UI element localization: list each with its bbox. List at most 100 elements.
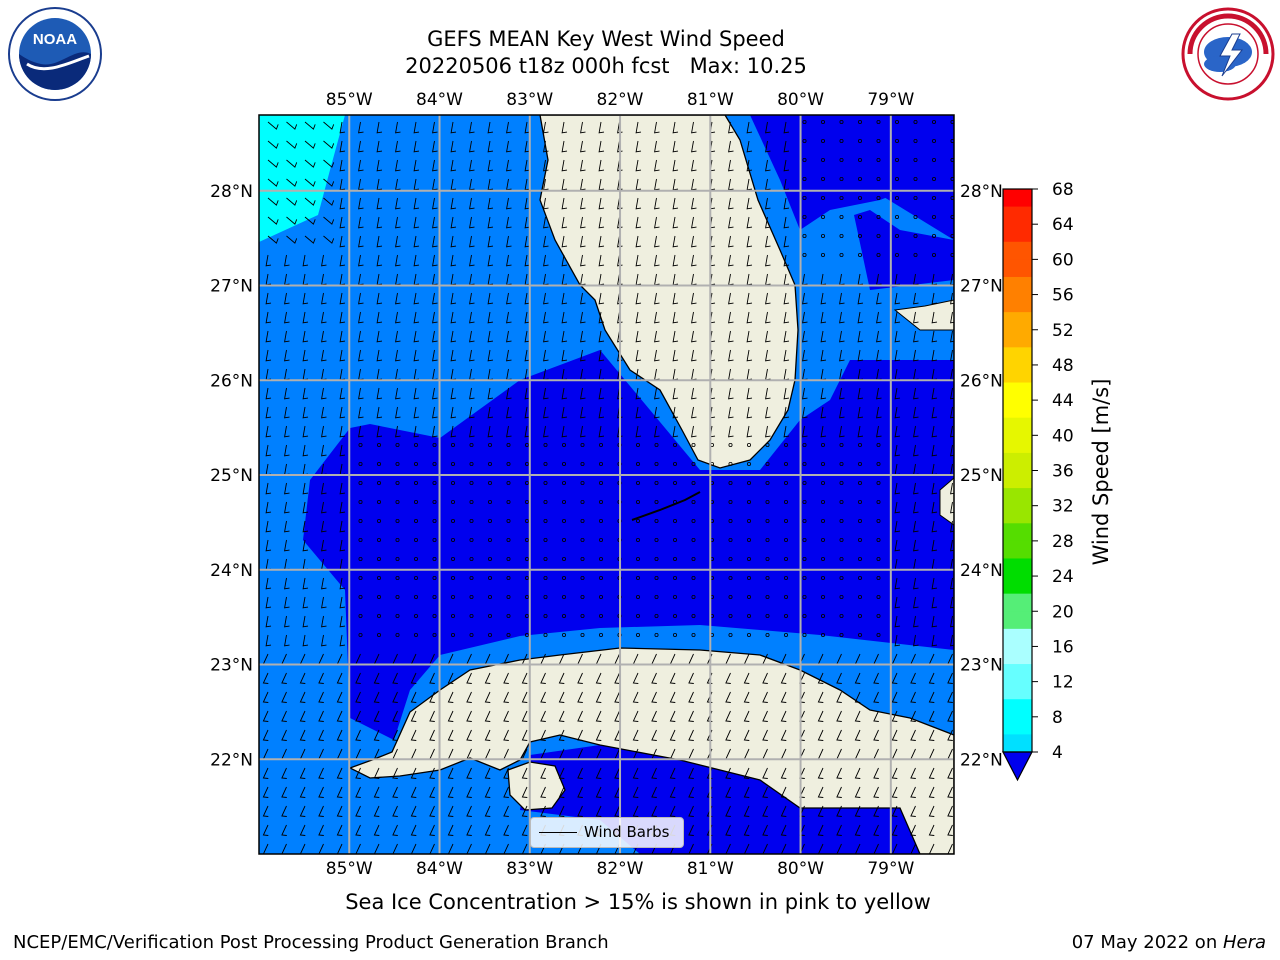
wind-barb [484, 786, 491, 798]
colorbar-tick-label: 48 [1052, 356, 1074, 376]
calm-wind-marker [450, 557, 455, 562]
wind-barb [839, 349, 845, 362]
calm-wind-marker [784, 576, 789, 581]
calm-wind-marker [839, 499, 844, 504]
wind-barb [669, 710, 676, 722]
calm-wind-marker [913, 120, 918, 125]
wind-barb [447, 729, 454, 741]
wind-barb [836, 691, 842, 703]
wind-barb [913, 615, 919, 628]
wind-barb [302, 330, 309, 343]
calm-wind-marker [913, 252, 918, 257]
calm-wind-marker [895, 138, 900, 143]
isla-juventud-land [507, 761, 566, 811]
wind-barb [580, 311, 586, 324]
wind-barb [267, 197, 279, 206]
wind-barb [635, 292, 642, 305]
calm-wind-marker [580, 538, 585, 543]
calm-wind-marker [802, 576, 807, 581]
wind-barb [817, 672, 824, 684]
wind-barb [873, 672, 879, 684]
wind-barb [857, 349, 864, 362]
wind-barb [913, 577, 919, 590]
wind-barb [358, 292, 364, 305]
wind-barb [894, 520, 901, 533]
calm-wind-marker [895, 157, 900, 162]
calm-wind-marker [784, 519, 789, 524]
calm-wind-marker [858, 120, 863, 125]
wind-barb [783, 387, 790, 400]
lat-tick-label-right: 27°N [960, 277, 1003, 297]
wind-barb [392, 843, 398, 854]
wind-barb [265, 520, 272, 533]
wind-barb [635, 330, 642, 343]
colorbar-swatch [1003, 505, 1032, 524]
calm-wind-marker [821, 442, 826, 447]
calm-wind-marker [413, 557, 418, 562]
calm-wind-marker [839, 557, 844, 562]
wind-barb [358, 330, 364, 343]
wind-barb [318, 767, 324, 779]
wind-barb [447, 691, 454, 703]
calm-wind-marker [469, 595, 474, 600]
calm-wind-marker [728, 538, 733, 543]
calm-wind-marker [450, 614, 455, 619]
wind-barb [413, 330, 420, 343]
calm-wind-marker [765, 480, 770, 485]
calm-wind-marker [765, 499, 770, 504]
calm-wind-marker [950, 177, 954, 181]
wind-barb [376, 425, 383, 438]
wind-barb [447, 824, 454, 836]
wind-barb [410, 824, 417, 836]
wind-barb [281, 691, 287, 703]
wind-barb [321, 254, 327, 267]
wind-barb [395, 140, 401, 153]
wind-barb [450, 216, 457, 229]
wind-barb [487, 406, 494, 419]
wind-barb [580, 387, 586, 400]
wind-barb [672, 387, 679, 400]
wind-barb [820, 406, 827, 419]
calm-wind-marker [821, 614, 826, 619]
calm-wind-marker [654, 461, 659, 466]
colorbar-swatch [1003, 523, 1032, 542]
calm-wind-marker [876, 633, 881, 638]
calm-wind-marker [358, 499, 363, 504]
colorbar-swatch [1003, 347, 1032, 366]
wind-barb [688, 767, 694, 779]
wind-band-0-4 [303, 350, 954, 740]
wind-barb [725, 824, 731, 836]
calm-wind-marker [839, 576, 844, 581]
wind-barb [873, 691, 879, 703]
wind-barb [413, 406, 420, 419]
calm-wind-marker [876, 442, 881, 447]
wind-barb [598, 140, 605, 153]
wind-barb [524, 235, 531, 248]
wind-barb [304, 178, 316, 187]
wind-barb [484, 691, 491, 703]
wind-barb [580, 292, 586, 305]
wind-barb [873, 805, 879, 817]
wind-barb [688, 786, 694, 798]
calm-wind-marker [599, 633, 604, 638]
wind-barb [339, 254, 346, 267]
wind-barb [820, 330, 827, 343]
wind-barb [395, 197, 401, 210]
wind-barb [506, 387, 512, 400]
wind-barb [376, 406, 383, 419]
wind-barb [540, 767, 546, 779]
calm-wind-marker [747, 499, 752, 504]
calm-wind-marker [654, 557, 659, 562]
wind-barb [894, 501, 901, 514]
wind-barb [854, 786, 861, 798]
colorbar-swatch [1003, 329, 1032, 348]
calm-wind-marker [358, 538, 363, 543]
calm-wind-marker [802, 595, 807, 600]
wind-barb [284, 520, 290, 533]
lon-tick-label-bottom: 83°W [506, 859, 553, 879]
wind-barb [323, 121, 335, 130]
wind-barb [910, 710, 916, 722]
calm-wind-marker [839, 176, 844, 181]
calm-wind-marker [858, 519, 863, 524]
wind-barb [299, 672, 306, 684]
